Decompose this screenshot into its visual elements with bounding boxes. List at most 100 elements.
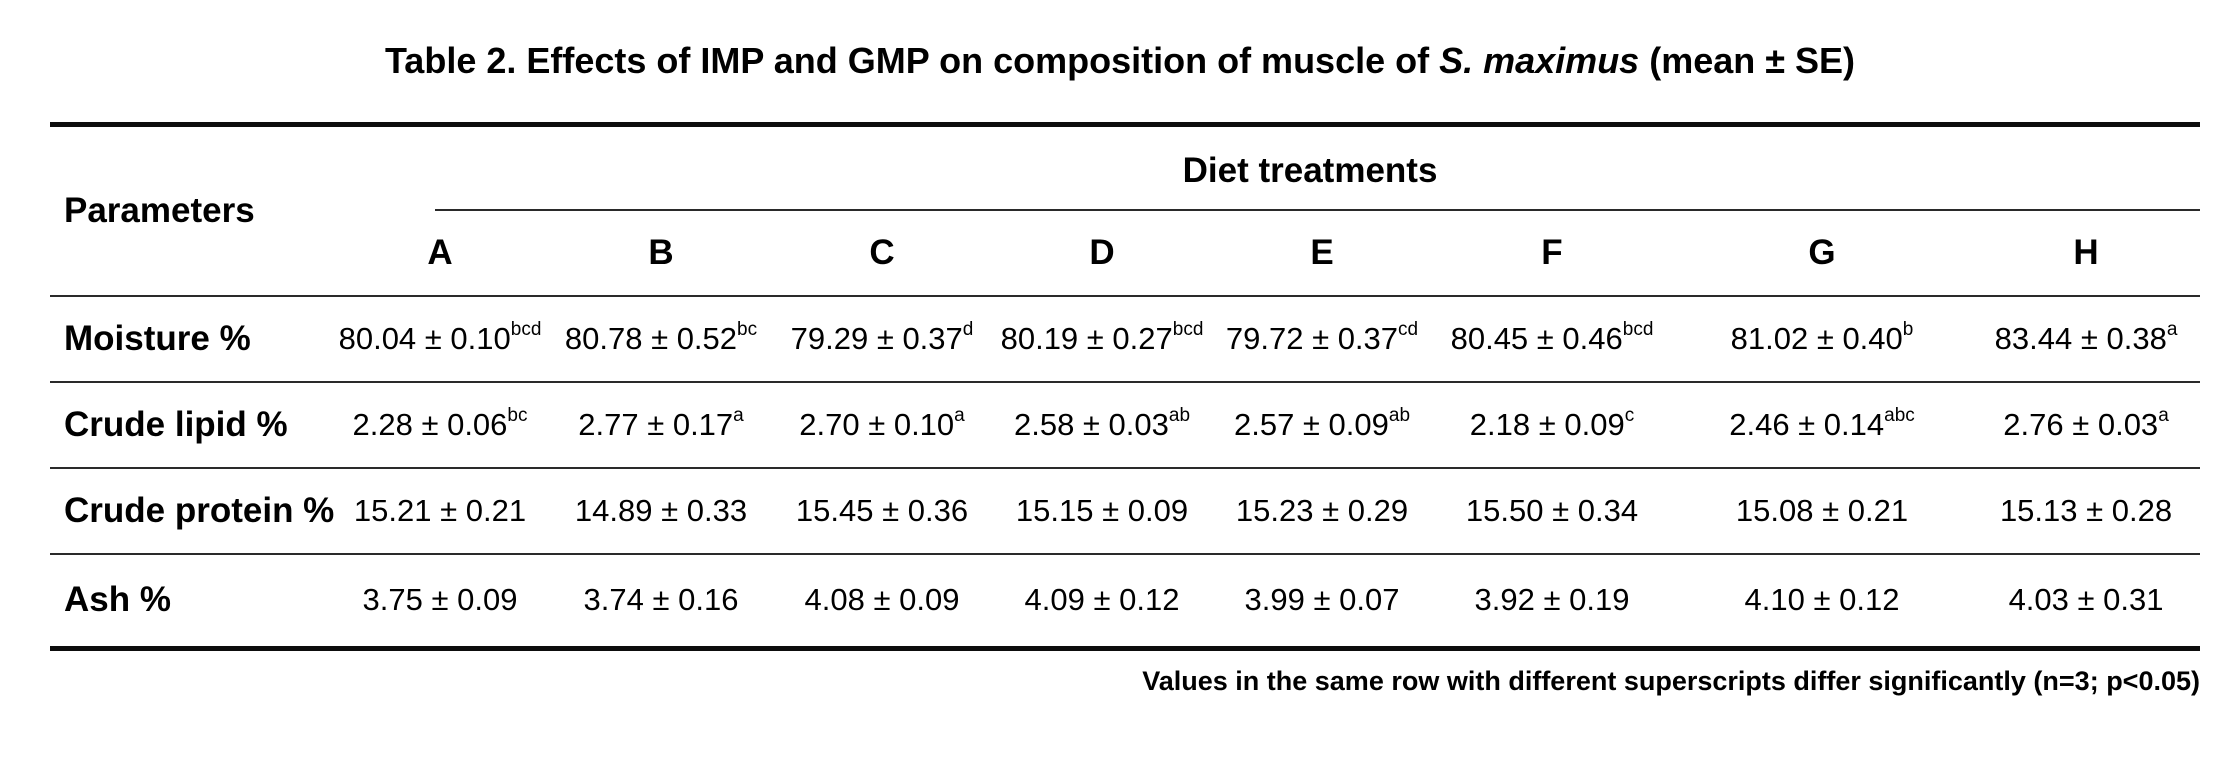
diet-treatments-underline	[435, 209, 2201, 211]
row-label-ash: Ash %	[64, 580, 171, 620]
cell-value: 4.10 ± 0.12	[1744, 582, 1900, 618]
composition-table: Parameters Diet treatments A B C D E F G…	[50, 122, 2201, 651]
data-cell: 80.45 ± 0.46bcd	[1432, 296, 1672, 383]
cell-superscript: d	[962, 319, 974, 340]
cell-value: 2.18 ± 0.09	[1469, 407, 1625, 442]
cell-superscript: bc	[507, 405, 528, 426]
data-cell: 14.89 ± 0.33	[550, 468, 772, 555]
data-cell: 80.78 ± 0.52bc	[550, 296, 772, 383]
cell-value: 15.23 ± 0.29	[1235, 493, 1409, 528]
cell-value: 2.76 ± 0.03	[2003, 407, 2159, 442]
row-label-crude-lipid: Crude lipid %	[50, 382, 330, 469]
cell-value: 4.03 ± 0.31	[2008, 582, 2164, 618]
cell-superscript: ab	[1388, 405, 1411, 426]
column-header-e: E	[1212, 211, 1432, 297]
data-cell: 2.70 ± 0.10a	[772, 382, 992, 469]
column-header-f: F	[1432, 211, 1672, 297]
column-header-h: H	[1972, 211, 2201, 297]
cell-value: 3.74 ± 0.16	[583, 582, 739, 618]
cell-value: 80.78 ± 0.52	[564, 321, 738, 356]
cell-value: 79.72 ± 0.37	[1225, 321, 1399, 356]
data-cell: 15.45 ± 0.36	[772, 468, 992, 555]
cell-value: 4.09 ± 0.12	[1024, 582, 1180, 618]
column-header-a: A	[330, 211, 550, 297]
data-cell: 3.74 ± 0.16	[550, 554, 772, 648]
data-cell: 4.10 ± 0.12	[1672, 554, 1972, 648]
table-title-suffix: (mean ± SE)	[1639, 40, 1856, 81]
data-cell: 15.50 ± 0.34	[1432, 468, 1672, 555]
data-cell: 15.23 ± 0.29	[1212, 468, 1432, 555]
cell-value: 15.21 ± 0.21	[353, 493, 527, 528]
data-cell: 4.09 ± 0.12	[992, 554, 1212, 648]
cell-value: 2.58 ± 0.03	[1013, 407, 1169, 442]
cell-superscript: a	[2166, 319, 2178, 340]
row-label-crude-protein: Crude protein %	[50, 468, 334, 555]
data-cell: 3.75 ± 0.09	[330, 554, 550, 648]
data-cell: 4.08 ± 0.09	[772, 554, 992, 648]
data-cell: 80.04 ± 0.10bcd	[330, 296, 550, 383]
cell-value: 14.89 ± 0.33	[574, 493, 748, 528]
table-row-ash: Ash % 3.75 ± 0.09 3.74 ± 0.16 4.08 ± 0.0…	[50, 554, 2200, 648]
cell-value: 80.19 ± 0.27	[1000, 321, 1173, 356]
column-header-d: D	[992, 211, 1212, 297]
significance-footnote: Values in the same row with different su…	[1142, 666, 2200, 696]
data-cell: 81.02 ± 0.40b	[1672, 296, 1972, 383]
data-cell: 2.77 ± 0.17a	[550, 382, 772, 469]
cell-value: 15.08 ± 0.21	[1735, 493, 1909, 528]
data-cell: 4.03 ± 0.31	[1972, 554, 2200, 648]
data-cell: 3.92 ± 0.19	[1432, 554, 1672, 648]
cell-value: 2.46 ± 0.14	[1729, 407, 1885, 442]
data-cell: 15.15 ± 0.09	[992, 468, 1212, 555]
cell-value: 81.02 ± 0.40	[1730, 321, 1903, 356]
cell-value: 15.13 ± 0.28	[1999, 493, 2173, 528]
cell-superscript: a	[2158, 405, 2169, 426]
cell-value: 2.70 ± 0.10	[799, 407, 955, 442]
cell-value: 83.44 ± 0.38	[1994, 321, 2167, 356]
row-label-moisture: Moisture %	[50, 296, 330, 383]
cell-value: 2.28 ± 0.06	[352, 407, 508, 442]
cell-superscript: a	[954, 405, 965, 426]
cell-value: 2.57 ± 0.09	[1233, 407, 1389, 442]
diet-treatments-label: Diet treatments	[1182, 151, 1438, 190]
cell-value: 15.50 ± 0.34	[1465, 493, 1639, 528]
data-cell: 2.46 ± 0.14abc	[1672, 382, 1972, 469]
table-row-moisture: Moisture % 80.04 ± 0.10bcd 80.78 ± 0.52b…	[50, 296, 2201, 383]
species-name: S. maximus	[1439, 40, 1640, 81]
cell-superscript: abc	[1884, 405, 1915, 426]
cell-superscript: b	[1902, 319, 1914, 340]
cell-value: 3.99 ± 0.07	[1244, 582, 1400, 618]
cell-value: 3.92 ± 0.19	[1474, 582, 1630, 618]
column-header-c: C	[772, 211, 992, 297]
column-header-g: G	[1672, 211, 1972, 297]
cell-superscript: bcd	[1622, 319, 1654, 340]
cell-value: 2.77 ± 0.17	[578, 407, 734, 442]
table-row-crude-lipid: Crude lipid % 2.28 ± 0.06bc 2.77 ± 0.17a…	[50, 382, 2201, 469]
table-title: Table 2. Effects of IMP and GMP on compo…	[0, 40, 2240, 82]
diet-treatments-header-cell: Diet treatments	[330, 125, 2201, 211]
cell-superscript: bcd	[510, 319, 542, 340]
data-cell: 80.19 ± 0.27bcd	[992, 296, 1212, 383]
table-row-crude-protein: Crude protein % 15.21 ± 0.21 14.89 ± 0.3…	[50, 468, 2201, 555]
column-header-row: A B C D E F G H	[50, 211, 2201, 297]
data-cell: 15.13 ± 0.28	[1972, 468, 2201, 555]
data-cell: 15.08 ± 0.21	[1672, 468, 1972, 555]
table-title-prefix: Table 2. Effects of IMP and GMP on compo…	[384, 40, 1440, 81]
column-header-b: B	[550, 211, 772, 297]
cell-superscript: bc	[737, 319, 758, 340]
cell-value: 80.45 ± 0.46	[1450, 321, 1623, 356]
data-cell: 79.29 ± 0.37d	[772, 296, 992, 383]
data-cell: 2.57 ± 0.09ab	[1212, 382, 1432, 469]
cell-superscript: cd	[1398, 319, 1419, 340]
parameters-header: Parameters	[50, 124, 330, 297]
cell-superscript: ab	[1168, 405, 1191, 426]
data-cell: 83.44 ± 0.38a	[1972, 296, 2201, 383]
cell-superscript: bcd	[1172, 319, 1204, 340]
cell-value: 80.04 ± 0.10	[338, 321, 511, 356]
group-header-row: Parameters Diet treatments	[50, 124, 2201, 297]
data-cell: 79.72 ± 0.37cd	[1212, 296, 1432, 383]
data-cell: 2.18 ± 0.09c	[1432, 382, 1672, 469]
cell-superscript: a	[733, 405, 744, 426]
data-cell: 15.21 ± 0.21	[330, 468, 550, 555]
data-cell: 2.58 ± 0.03ab	[992, 382, 1212, 469]
